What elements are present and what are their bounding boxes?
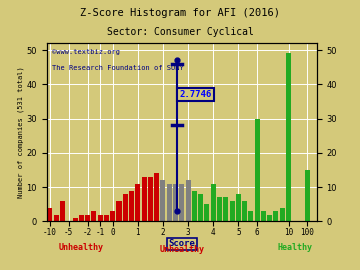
Bar (223, 197, 228, 221)
Text: The Research Foundation of SUNY: The Research Foundation of SUNY (52, 65, 184, 70)
Bar (161, 180, 166, 221)
Bar (110, 211, 115, 221)
Bar (48, 208, 53, 221)
Bar (73, 218, 77, 221)
Bar (167, 184, 172, 221)
Bar (104, 215, 109, 221)
Bar (141, 177, 147, 221)
Bar (123, 194, 128, 221)
Bar (179, 184, 184, 221)
Bar (217, 197, 222, 221)
Bar (242, 201, 247, 221)
Bar (211, 184, 216, 221)
Bar (135, 184, 140, 221)
Bar (85, 215, 90, 221)
Bar (305, 170, 310, 221)
Bar (192, 191, 197, 221)
Bar (286, 53, 291, 221)
Bar (230, 201, 235, 221)
X-axis label: Score: Score (168, 239, 195, 248)
Bar (261, 211, 266, 221)
Bar (60, 201, 65, 221)
Bar (54, 215, 59, 221)
Bar (185, 180, 190, 221)
Bar (148, 177, 153, 221)
Text: ©www.textbiz.org: ©www.textbiz.org (52, 49, 120, 55)
Text: Z-Score Histogram for AFI (2016): Z-Score Histogram for AFI (2016) (80, 8, 280, 18)
Bar (173, 184, 178, 221)
Bar (98, 215, 103, 221)
Text: 2.7746: 2.7746 (179, 90, 212, 99)
Bar (267, 215, 272, 221)
Text: Unhealthy: Unhealthy (59, 243, 104, 252)
Text: Healthy: Healthy (277, 243, 312, 252)
Bar (198, 194, 203, 221)
Bar (204, 204, 210, 221)
Text: Unhealthy: Unhealthy (159, 245, 204, 254)
Bar (154, 173, 159, 221)
Bar (117, 201, 122, 221)
Bar (248, 211, 253, 221)
Y-axis label: Number of companies (531 total): Number of companies (531 total) (17, 66, 24, 198)
Text: Sector: Consumer Cyclical: Sector: Consumer Cyclical (107, 27, 253, 37)
Bar (255, 119, 260, 221)
Bar (129, 191, 134, 221)
Bar (79, 215, 84, 221)
Bar (236, 194, 241, 221)
Bar (274, 211, 279, 221)
Bar (91, 211, 96, 221)
Bar (280, 208, 285, 221)
